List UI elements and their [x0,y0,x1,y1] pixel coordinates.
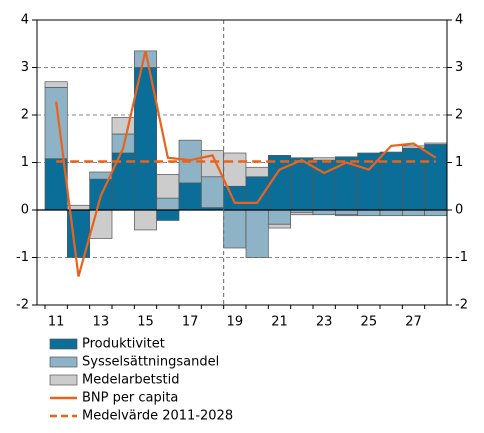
bar [156,174,180,199]
bar [245,166,269,178]
bar [223,185,247,211]
bar [401,147,426,211]
bar [178,182,202,211]
legend-label: BNP per capita [82,391,178,406]
legend-label: Medelvärde 2011-2028 [82,409,233,424]
bar [312,209,336,216]
legend-swatch [49,338,78,350]
x-tick-label: 15 [137,315,154,330]
legend-label: Medelarbetstid [82,373,179,388]
bar [200,176,225,208]
bar [424,142,448,145]
bar [267,223,292,229]
bar [357,209,381,217]
y-tick-label: -1 [16,250,29,265]
bar [290,212,314,216]
bar [424,209,448,217]
y-tick-label: -2 [16,298,29,313]
x-tick-label: 17 [182,315,199,330]
line [55,50,437,277]
x-tick-label: 19 [227,315,244,330]
bar [379,209,403,217]
bar [245,176,269,211]
y2-tick-label: 3 [455,60,463,75]
bar [424,144,448,211]
bar [401,209,426,217]
bar [44,81,68,88]
bar [245,209,269,258]
bar [156,209,180,221]
bar [156,197,180,211]
y2-tick-label: 2 [455,108,463,123]
y-tick-label: 4 [21,13,29,28]
y2-tick-label: 4 [455,13,463,28]
x-tick-label: 21 [271,315,288,330]
y-tick-label: 2 [21,108,29,123]
y-tick-label: 1 [21,155,29,170]
y2-tick-label: 1 [455,155,463,170]
legend-swatch [49,374,78,386]
legend-label: Sysselsättningsandel [82,355,219,370]
legend-swatch [49,356,78,368]
bar [223,209,247,249]
plot-frame [36,19,448,306]
x-tick-label: 25 [361,315,378,330]
bar [111,117,135,135]
bar [312,157,336,161]
bar [223,152,247,187]
bar [334,209,359,216]
bar [267,209,292,225]
x-tick-label: 11 [48,315,65,330]
bar [334,214,359,217]
bar [133,209,158,231]
legend-label: Produktivitet [82,337,165,352]
x-tick-label: 13 [93,315,110,330]
bar [44,87,68,160]
y-tick-label: 3 [21,60,29,75]
y2-tick-label: -1 [455,250,468,265]
y2-tick-label: -2 [455,298,468,313]
x-tick-label: 23 [316,315,333,330]
y2-tick-label: 0 [455,203,463,218]
x-tick-label: 27 [405,315,422,330]
y-tick-label: 0 [21,203,29,218]
